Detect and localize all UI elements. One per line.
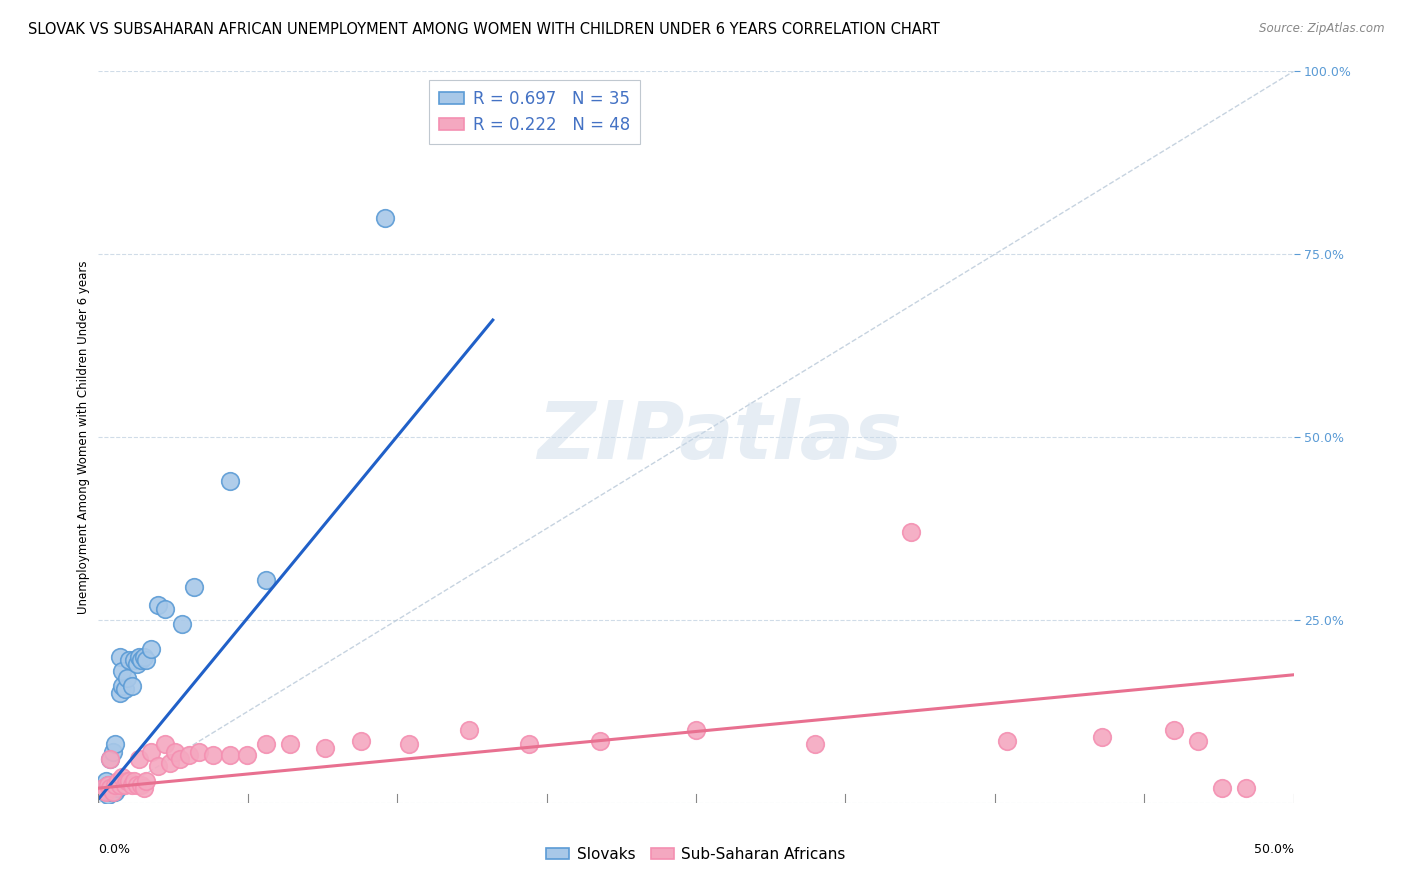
Point: [350, 733, 373, 747]
Point: [131, 778, 153, 792]
Point: [101, 785, 124, 799]
Point: [115, 773, 138, 788]
Point: [108, 686, 131, 700]
Point: [148, 599, 170, 613]
Point: [114, 682, 136, 697]
Point: [315, 740, 337, 755]
Point: [202, 748, 225, 763]
Point: [97, 789, 120, 803]
Y-axis label: Unemployment Among Women with Children Under 6 years: Unemployment Among Women with Children U…: [77, 260, 90, 614]
Point: [111, 664, 134, 678]
Point: [94, 785, 117, 799]
Point: [278, 737, 301, 751]
Point: [155, 737, 177, 751]
Point: [398, 737, 420, 751]
Point: [98, 781, 122, 796]
Point: [124, 653, 146, 667]
Point: [374, 211, 396, 225]
Point: [254, 573, 277, 587]
Point: [101, 785, 124, 799]
Point: [132, 781, 155, 796]
Point: [219, 474, 242, 488]
Point: [1091, 730, 1114, 744]
Text: SLOVAK VS SUBSAHARAN AFRICAN UNEMPLOYMENT AMONG WOMEN WITH CHILDREN UNDER 6 YEAR: SLOVAK VS SUBSAHARAN AFRICAN UNEMPLOYMEN…: [28, 22, 939, 37]
Text: 50.0%: 50.0%: [1254, 843, 1294, 856]
Point: [104, 785, 127, 799]
Point: [172, 616, 194, 631]
Point: [804, 737, 827, 751]
Point: [104, 737, 127, 751]
Point: [97, 778, 120, 792]
Point: [183, 580, 205, 594]
Point: [235, 748, 257, 763]
Point: [125, 778, 148, 792]
Point: [139, 745, 162, 759]
Point: [108, 649, 131, 664]
Point: [1163, 723, 1185, 737]
Point: [111, 770, 134, 784]
Point: [104, 778, 127, 792]
Point: [1211, 781, 1233, 796]
Point: [118, 773, 141, 788]
Point: [91, 781, 114, 796]
Point: [135, 653, 157, 667]
Point: [254, 737, 277, 751]
Point: [458, 723, 481, 737]
Point: [163, 745, 186, 759]
Point: [121, 679, 143, 693]
Point: [685, 723, 707, 737]
Point: [121, 778, 143, 792]
Point: [97, 778, 120, 792]
Point: [98, 781, 122, 796]
Text: ZIPatlas: ZIPatlas: [537, 398, 903, 476]
Text: 0.0%: 0.0%: [98, 843, 131, 856]
Point: [107, 773, 129, 788]
Point: [589, 733, 612, 747]
Legend: Slovaks, Sub-Saharan Africans: Slovaks, Sub-Saharan Africans: [540, 841, 852, 868]
Text: Source: ZipAtlas.com: Source: ZipAtlas.com: [1260, 22, 1385, 36]
Point: [135, 773, 157, 788]
Point: [124, 773, 146, 788]
Point: [118, 653, 141, 667]
Point: [148, 759, 170, 773]
Point: [1234, 781, 1257, 796]
Point: [131, 653, 153, 667]
Point: [517, 737, 540, 751]
Point: [111, 679, 134, 693]
Point: [94, 773, 117, 788]
Point: [187, 745, 209, 759]
Point: [101, 745, 124, 759]
Point: [94, 785, 117, 799]
Point: [128, 649, 150, 664]
Point: [107, 781, 129, 796]
Point: [98, 785, 122, 799]
Point: [179, 748, 201, 763]
Point: [219, 748, 242, 763]
Point: [900, 525, 922, 540]
Point: [108, 778, 131, 792]
Point: [1187, 733, 1209, 747]
Point: [98, 752, 122, 766]
Point: [114, 778, 136, 792]
Point: [155, 602, 177, 616]
Point: [115, 672, 138, 686]
Point: [125, 657, 148, 671]
Point: [132, 649, 155, 664]
Point: [159, 756, 181, 770]
Point: [98, 752, 122, 766]
Point: [169, 752, 191, 766]
Point: [995, 733, 1018, 747]
Point: [128, 752, 150, 766]
Point: [139, 642, 162, 657]
Point: [91, 781, 114, 796]
